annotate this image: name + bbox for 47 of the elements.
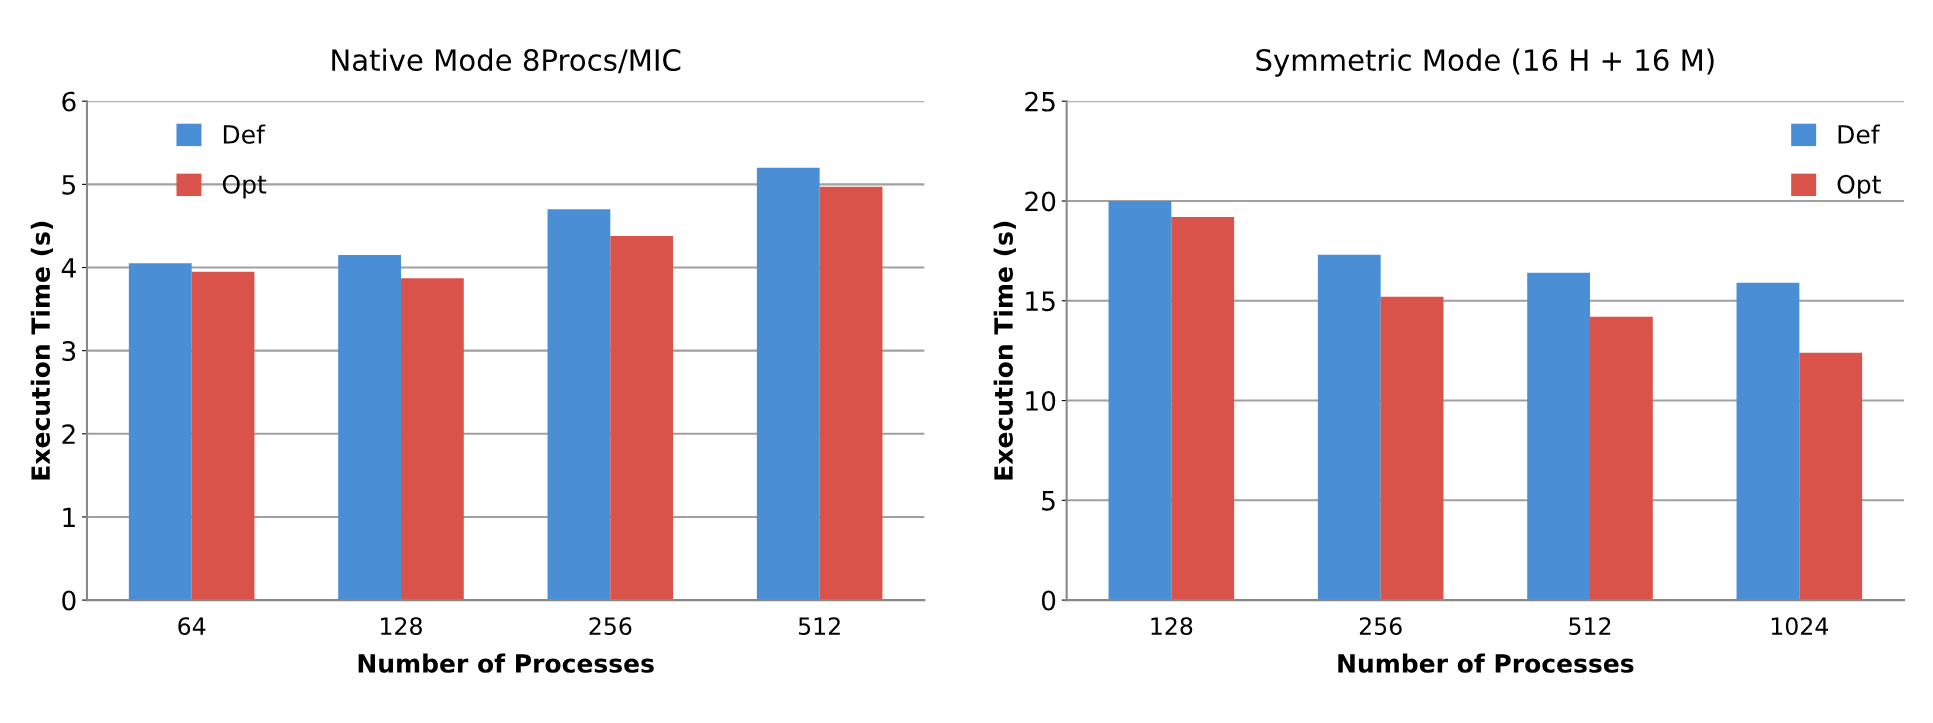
x-tick-label: 256 xyxy=(589,617,632,636)
y-tick-label: 5 xyxy=(1042,491,1055,511)
x-axis-title: Number of Processes xyxy=(1338,653,1634,673)
x-tick-label: 128 xyxy=(1151,617,1193,636)
legend-label: Def xyxy=(223,124,266,144)
x-tick-label: 128 xyxy=(381,617,422,636)
y-tick-label: 0 xyxy=(1041,590,1056,611)
y-tick-label: 2 xyxy=(62,424,75,444)
y-tick-label: 5 xyxy=(62,175,75,195)
x-tick-label: 512 xyxy=(798,617,840,636)
bar xyxy=(1317,254,1381,601)
bar xyxy=(128,263,192,601)
bar xyxy=(191,271,255,601)
bar xyxy=(338,255,401,601)
legend-label: Def xyxy=(1838,124,1881,144)
y-axis-title: Execution Time (s) xyxy=(993,221,1016,480)
y-axis-title: Execution Time (s) xyxy=(30,221,54,480)
x-tick-label: 1024 xyxy=(1771,617,1829,636)
bar xyxy=(756,167,820,601)
x-tick-label: 512 xyxy=(1569,617,1611,636)
y-tick-label: 1 xyxy=(63,507,75,527)
legend-label: Opt xyxy=(1837,174,1881,199)
bar xyxy=(400,278,464,601)
bar xyxy=(1527,272,1590,601)
bar xyxy=(547,209,611,601)
bar xyxy=(1108,200,1172,601)
legend-label: Opt xyxy=(222,174,267,199)
bar xyxy=(1590,316,1653,601)
bar xyxy=(1171,216,1235,601)
y-tick-label: 20 xyxy=(1025,191,1056,212)
bar xyxy=(610,235,674,601)
y-tick-label: 6 xyxy=(62,91,76,112)
bar xyxy=(819,186,883,601)
x-tick-label: 64 xyxy=(178,617,206,636)
y-tick-label: 25 xyxy=(1025,91,1055,112)
bar xyxy=(1380,296,1444,601)
x-tick-label: 256 xyxy=(1359,617,1402,636)
x-axis-title: Number of Processes xyxy=(358,653,654,673)
y-tick-label: 10 xyxy=(1026,390,1056,411)
bar xyxy=(1799,352,1863,601)
bar xyxy=(1736,282,1800,601)
y-tick-label: 4 xyxy=(61,258,76,278)
chart-title: Symmetric Mode (16 H + 16 M) xyxy=(1256,48,1714,77)
y-tick-label: 3 xyxy=(62,341,76,362)
y-tick-label: 15 xyxy=(1026,291,1055,312)
chart-title: Native Mode 8Procs/MIC xyxy=(332,48,681,74)
y-tick-label: 0 xyxy=(62,590,76,611)
